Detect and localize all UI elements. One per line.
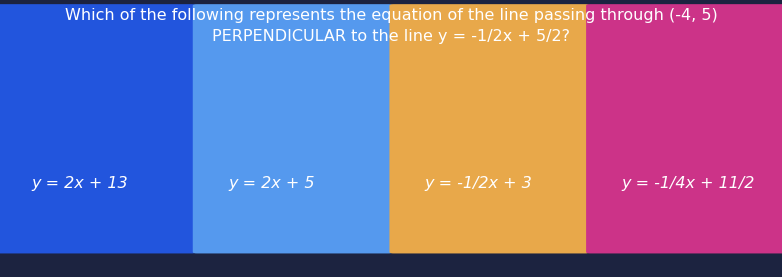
FancyBboxPatch shape — [389, 4, 590, 253]
Text: y = 2x + 5: y = 2x + 5 — [228, 176, 314, 191]
Text: y = -1/2x + 3: y = -1/2x + 3 — [425, 176, 533, 191]
Text: y = 2x + 13: y = 2x + 13 — [31, 176, 128, 191]
Text: Which of the following represents the equation of the line passing through (-4, : Which of the following represents the eq… — [65, 8, 717, 44]
FancyBboxPatch shape — [193, 4, 393, 253]
FancyBboxPatch shape — [0, 4, 196, 253]
FancyBboxPatch shape — [586, 4, 782, 253]
Text: y = -1/4x + 11/2: y = -1/4x + 11/2 — [621, 176, 755, 191]
